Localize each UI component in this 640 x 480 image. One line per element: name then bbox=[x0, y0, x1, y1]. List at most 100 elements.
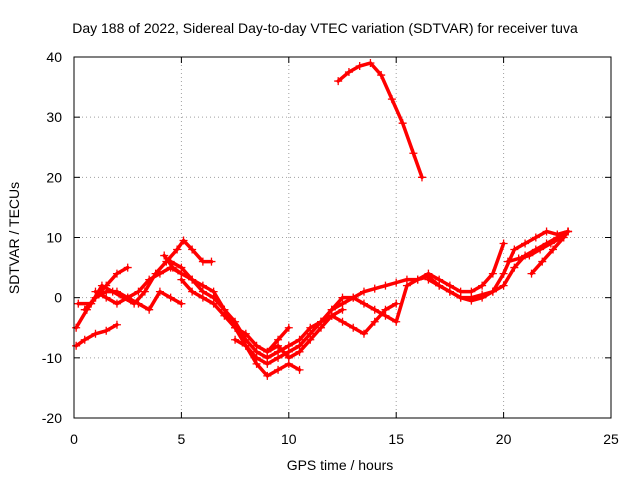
data-point bbox=[252, 353, 261, 362]
data-point bbox=[188, 245, 197, 254]
data-point bbox=[220, 311, 229, 320]
data-point bbox=[252, 341, 261, 350]
data-point bbox=[263, 347, 272, 356]
data-point bbox=[546, 239, 555, 248]
data-point bbox=[409, 149, 418, 158]
data-point bbox=[123, 263, 132, 272]
x-tick-label: 0 bbox=[70, 431, 78, 447]
data-point bbox=[177, 275, 186, 284]
data-point bbox=[499, 281, 508, 290]
data-point bbox=[102, 293, 111, 302]
data-point bbox=[338, 293, 347, 302]
data-point bbox=[510, 245, 519, 254]
data-point bbox=[327, 305, 336, 314]
data-point bbox=[392, 299, 401, 308]
data-point bbox=[338, 317, 347, 326]
data-point bbox=[392, 317, 401, 326]
data-point bbox=[112, 320, 121, 329]
data-point bbox=[74, 299, 83, 308]
data-point bbox=[209, 299, 218, 308]
y-tick-label: 0 bbox=[54, 290, 62, 306]
y-tick-label: 40 bbox=[46, 49, 62, 65]
x-tick-label: 10 bbox=[281, 431, 297, 447]
data-point bbox=[198, 281, 207, 290]
data-point bbox=[263, 371, 272, 380]
data-point bbox=[514, 254, 523, 263]
series-5 bbox=[91, 287, 186, 314]
y-tick-label: 30 bbox=[46, 109, 62, 125]
data-point bbox=[123, 293, 132, 302]
data-point bbox=[91, 329, 100, 338]
data-point bbox=[274, 341, 283, 350]
data-point bbox=[334, 77, 343, 86]
series-4 bbox=[80, 263, 186, 314]
data-point bbox=[173, 245, 182, 254]
series-12 bbox=[334, 59, 426, 182]
y-tick-label: -20 bbox=[42, 410, 62, 426]
data-point bbox=[349, 293, 358, 302]
data-point bbox=[274, 365, 283, 374]
data-point bbox=[377, 71, 386, 80]
data-point bbox=[359, 287, 368, 296]
series-trace bbox=[233, 229, 570, 366]
data-point bbox=[467, 296, 476, 305]
data-point bbox=[435, 281, 444, 290]
data-point bbox=[488, 269, 497, 278]
data-point bbox=[198, 293, 207, 302]
data-point bbox=[370, 305, 379, 314]
data-point bbox=[456, 293, 465, 302]
data-point bbox=[564, 227, 573, 236]
data-point bbox=[559, 233, 568, 242]
data-point bbox=[525, 251, 534, 260]
x-tick-label: 25 bbox=[603, 431, 619, 447]
data-point bbox=[80, 305, 89, 314]
data-point bbox=[160, 251, 169, 260]
data-point bbox=[97, 281, 106, 290]
data-point bbox=[134, 287, 143, 296]
data-point bbox=[381, 311, 390, 320]
data-point bbox=[387, 95, 396, 104]
x-axis-label: GPS time / hours bbox=[287, 457, 394, 473]
data-point bbox=[241, 341, 250, 350]
x-tick-label: 5 bbox=[178, 431, 186, 447]
x-tick-label: 15 bbox=[388, 431, 404, 447]
series-1 bbox=[72, 320, 121, 350]
data-point bbox=[166, 257, 175, 266]
data-point bbox=[177, 263, 186, 272]
data-point bbox=[179, 236, 188, 245]
data-point bbox=[231, 335, 240, 344]
data-point bbox=[306, 329, 315, 338]
y-axis-label: SDTVAR / TECUs bbox=[6, 182, 22, 294]
data-point bbox=[413, 275, 422, 284]
series-8 bbox=[177, 275, 293, 356]
data-point bbox=[177, 299, 186, 308]
data-point bbox=[536, 245, 545, 254]
data-point bbox=[499, 239, 508, 248]
data-point bbox=[549, 245, 558, 254]
data-point bbox=[359, 329, 368, 338]
data-point bbox=[295, 347, 304, 356]
data-point bbox=[510, 263, 519, 272]
data-point bbox=[344, 68, 353, 77]
x-tick-label: 20 bbox=[496, 431, 512, 447]
data-point bbox=[231, 323, 240, 332]
y-tick-label: 20 bbox=[46, 169, 62, 185]
data-point bbox=[198, 257, 207, 266]
data-point bbox=[445, 287, 454, 296]
series-trace bbox=[74, 322, 119, 348]
data-point bbox=[521, 239, 530, 248]
data-point bbox=[398, 119, 407, 128]
data-point bbox=[381, 281, 390, 290]
data-point bbox=[72, 323, 81, 332]
data-point bbox=[366, 59, 375, 68]
data-point bbox=[112, 269, 121, 278]
data-point bbox=[155, 269, 164, 278]
data-point bbox=[370, 317, 379, 326]
data-point bbox=[553, 230, 562, 239]
data-point bbox=[168, 263, 177, 272]
data-point bbox=[188, 287, 197, 296]
series-15 bbox=[527, 227, 573, 278]
ticks-layer bbox=[73, 56, 612, 419]
data-point bbox=[284, 323, 293, 332]
data-point bbox=[209, 287, 218, 296]
